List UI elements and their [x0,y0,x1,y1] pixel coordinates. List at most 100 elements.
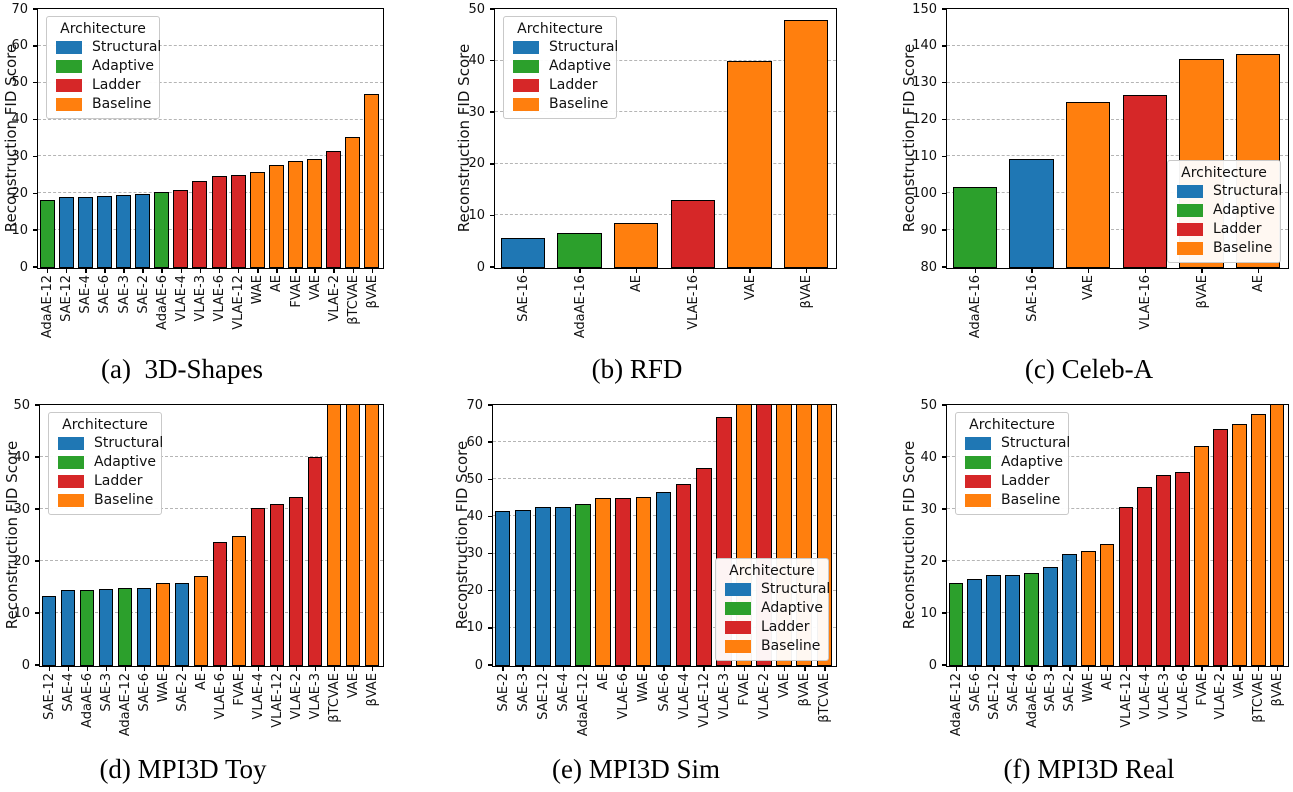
x-tick-label: SAE-2 [175,673,190,712]
x-tick-label: SAE-6 [967,673,983,712]
bar-VLAE-6 [211,175,227,268]
x-tick-label: βTCVAE [1251,673,1267,723]
bar-VLAE-12 [269,503,285,666]
x-tick-label: AE [629,275,645,293]
x-tick-label: βVAE [1270,673,1286,707]
y-tick-mark [489,163,494,165]
x-tick-mark [1050,666,1052,671]
y-tick-mark [941,118,946,121]
x-tick-mark [993,666,995,671]
legend-box-f: Architecture Structural Adaptive Ladder Base… [955,412,1070,515]
bar-VAE [1066,102,1111,268]
legend-entry-ladder: Ladder [49,472,161,491]
x-tick-mark [974,268,977,273]
x-tick-mark [1087,666,1090,671]
x-tick-mark [743,666,746,671]
x-tick-mark [1201,666,1203,671]
legend-label: Ladder [94,473,143,489]
legend-swatch-ladder-icon [513,79,539,92]
x-tick-mark [502,666,504,671]
y-tick-label: 90 [920,222,937,238]
x-tick-label: AE [596,673,612,691]
y-tick-label: 100 [912,185,937,201]
x-tick-label: SAE-2 [135,275,151,314]
x-tick-label: AE [1100,673,1116,691]
legend-entry-structural: Structural [1168,182,1282,201]
bar-VLAE-16 [670,200,715,268]
legend-swatch-baseline-icon [725,640,751,653]
x-tick-mark [161,268,163,273]
bar-AE [614,222,659,268]
bar-SAE-4 [555,506,571,666]
x-tick-mark [219,666,222,671]
legend-label: Baseline [94,492,154,508]
legend-entry-ladder: Ladder [504,76,616,95]
x-tick-label: SAE-6 [97,275,113,314]
gridline-30 [494,111,836,113]
y-tick-mark [941,404,946,406]
bar-SAE-12 [986,574,1002,666]
x-tick-mark [352,666,355,671]
x-tick-mark [105,666,108,671]
bar-SAE-16 [500,237,545,268]
legend-title: Architecture [969,417,1055,433]
legend-swatch-adaptive-icon [725,602,751,615]
x-tick-mark [1257,666,1260,671]
bar-AE [595,498,611,666]
gridline-100 [946,192,1288,194]
x-tick-label: VLAE-6 [213,673,228,720]
bar-AdaAE-12 [117,588,133,666]
gridline-50 [492,478,836,480]
y-tick-mark [941,229,946,231]
x-tick-mark [1106,666,1109,671]
x-tick-label: SAE-6 [137,673,152,712]
y-tick-mark [489,111,494,113]
x-tick-mark [180,268,183,273]
y-tick-mark [487,441,492,443]
bar-VLAE-2 [288,496,304,666]
legend-swatch-adaptive-icon [58,456,84,469]
x-tick-mark [276,666,279,671]
y-tick-mark [34,664,39,666]
y-tick-label: 10 [11,222,28,238]
bar-VAE [307,159,323,268]
subplot-caption-e: (e) MPI3D Sim [552,754,720,784]
x-tick-label: FVAE [1194,673,1210,706]
plot-area-d [38,403,384,667]
y-tick-mark [487,478,492,481]
y-tick-label: 0 [19,259,28,275]
x-tick-mark [199,268,202,273]
legend-label: Baseline [549,96,609,112]
legend-swatch-baseline-icon [58,494,84,507]
x-tick-mark [824,666,826,671]
x-tick-mark [295,666,298,671]
legend-entry-baseline: Baseline [504,95,616,114]
x-tick-label: VAE [1081,275,1097,301]
y-tick-mark [34,560,39,562]
x-tick-mark [805,268,808,273]
y-tick-mark [487,664,492,666]
x-tick-mark [749,268,751,273]
y-tick-label: 20 [920,553,937,569]
x-tick-label: SAE-3 [515,673,531,712]
x-tick-label: VLAE-2 [757,673,773,720]
bar-VLAE-2 [1213,429,1228,666]
x-tick-label: VLAE-12 [270,673,285,728]
legend-label: Adaptive [92,58,154,74]
x-tick-label: FVAE [232,673,247,706]
bar-VLAE-4 [1137,487,1153,666]
x-tick-label: VLAE-4 [173,275,189,322]
legend-entry-adaptive: Adaptive [49,453,161,472]
x-tick-mark [683,666,685,671]
gridline-40 [494,59,836,61]
y-tick-label: 10 [468,207,485,223]
y-tick-label: 10 [13,605,30,621]
legend-swatch-baseline-icon [56,98,82,111]
x-tick-mark [562,666,565,671]
legend-swatch-ladder-icon [1177,223,1203,236]
x-tick-mark [763,666,766,671]
legend-entry-baseline: Baseline [47,95,159,114]
legend-label: Ladder [549,77,598,93]
x-tick-label: AdaAE-6 [1024,673,1040,728]
bar-VLAE-4 [250,507,266,666]
